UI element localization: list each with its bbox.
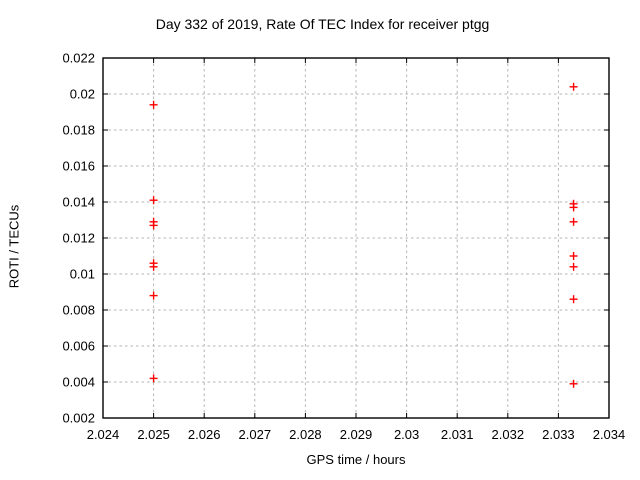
x-tick-label: 2.025 xyxy=(137,427,170,442)
y-tick-label: 0.008 xyxy=(62,303,95,318)
y-tick-label: 0.01 xyxy=(70,267,95,282)
y-tick-label: 0.004 xyxy=(62,375,95,390)
y-tick-label: 0.006 xyxy=(62,339,95,354)
y-tick-label: 0.022 xyxy=(62,51,95,66)
chart-title: Day 332 of 2019, Rate Of TEC Index for r… xyxy=(155,16,490,32)
y-tick-label: 0.012 xyxy=(62,231,95,246)
x-tick-label: 2.033 xyxy=(542,427,575,442)
x-tick-label: 2.026 xyxy=(188,427,221,442)
y-tick-label: 0.002 xyxy=(62,411,95,426)
y-tick-label: 0.018 xyxy=(62,123,95,138)
x-tick-label: 2.024 xyxy=(87,427,120,442)
x-tick-label: 2.031 xyxy=(441,427,474,442)
x-tick-label: 2.029 xyxy=(340,427,373,442)
x-tick-label: 2.027 xyxy=(239,427,272,442)
y-tick-label: 0.016 xyxy=(62,159,95,174)
x-tick-label: 2.028 xyxy=(289,427,322,442)
x-tick-label: 2.034 xyxy=(593,427,626,442)
x-axis-label: GPS time / hours xyxy=(306,452,406,467)
y-tick-label: 0.014 xyxy=(62,195,95,210)
x-tick-label: 2.032 xyxy=(492,427,525,442)
x-tick-label: 2.03 xyxy=(394,427,419,442)
y-tick-label: 0.02 xyxy=(70,87,95,102)
